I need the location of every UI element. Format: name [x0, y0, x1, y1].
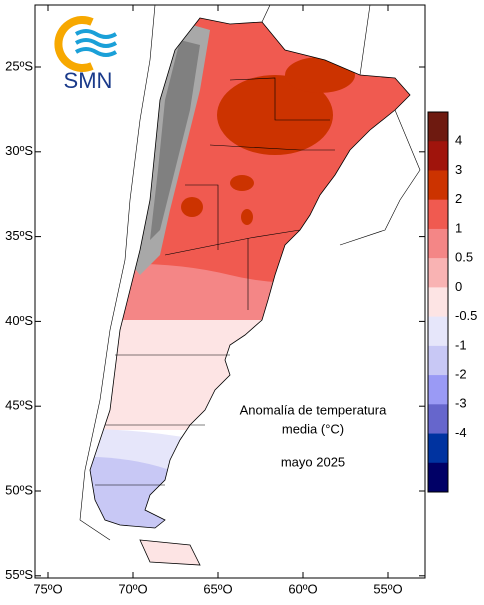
- colorbar-swatch: [428, 345, 448, 376]
- colorbar-label: -1: [455, 337, 467, 352]
- annotation-period: mayo 2025: [281, 454, 345, 469]
- colorbar-label: -2: [455, 367, 467, 382]
- colorbar-swatch: [428, 462, 448, 493]
- latitude-label: 50ºS: [5, 482, 33, 497]
- colorbar-swatch: [428, 258, 448, 288]
- annotation-title: Anomalía de temperatura: [240, 402, 387, 417]
- colorbar-swatch: [428, 404, 448, 434]
- neighbor-borders: [79, 4, 421, 541]
- province-borders: [95, 77, 335, 486]
- longitude-label: 75ºO: [33, 581, 62, 596]
- colorbar: 4 3 2 1 0.5 0 -0.5 -1 -2 -3 -4: [427, 111, 477, 493]
- longitude-label: 55ºO: [373, 581, 402, 596]
- logo-text: SMN: [64, 68, 113, 93]
- colorbar-swatch: [428, 287, 448, 317]
- colorbar-swatch: [428, 433, 448, 464]
- colorbar-label: -4: [455, 425, 467, 440]
- latitude-label: 30ºS: [5, 143, 33, 158]
- colorbar-label: -3: [455, 396, 467, 411]
- logo: SMN: [54, 16, 118, 93]
- colorbar-label: 4: [455, 133, 462, 148]
- latitude-label: 40ºS: [5, 313, 33, 328]
- colorbar-frame: [427, 111, 449, 493]
- colorbar-swatch: [428, 316, 448, 347]
- latitude-label: 45ºS: [5, 398, 33, 413]
- colorbar-swatch: [428, 112, 448, 142]
- colorbar-label: 0.5: [455, 250, 473, 265]
- latitude-label: 55ºS: [5, 567, 33, 582]
- colorbar-swatch: [428, 228, 448, 259]
- latitude-label: 25ºS: [5, 58, 33, 73]
- longitude-label: 65ºO: [203, 581, 232, 596]
- longitude-label: 60ºO: [288, 581, 317, 596]
- colorbar-label: 0: [455, 279, 462, 294]
- annotation-title: media (°C): [282, 421, 344, 436]
- colorbar-label: 1: [455, 220, 462, 235]
- colorbar-label: 3: [455, 162, 462, 177]
- latitude-label: 35ºS: [5, 228, 33, 243]
- colorbar-swatch: [428, 375, 448, 405]
- colorbar-swatch: [428, 141, 448, 171]
- colorbar-swatch: [428, 170, 448, 200]
- colorbar-label: 2: [455, 191, 462, 206]
- colorbar-label: -0.5: [455, 308, 477, 323]
- longitude-label: 70ºO: [118, 581, 147, 596]
- country-outline: [89, 17, 411, 566]
- colorbar-swatch: [428, 199, 448, 230]
